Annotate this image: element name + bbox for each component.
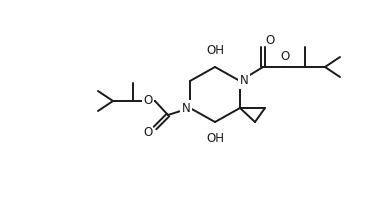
Text: OH: OH: [206, 44, 224, 58]
Text: N: N: [240, 74, 248, 88]
Text: O: O: [265, 33, 275, 47]
Text: N: N: [182, 102, 190, 114]
Text: OH: OH: [206, 133, 224, 145]
Text: O: O: [143, 126, 152, 140]
Text: O: O: [280, 51, 289, 63]
Text: O: O: [143, 94, 152, 108]
